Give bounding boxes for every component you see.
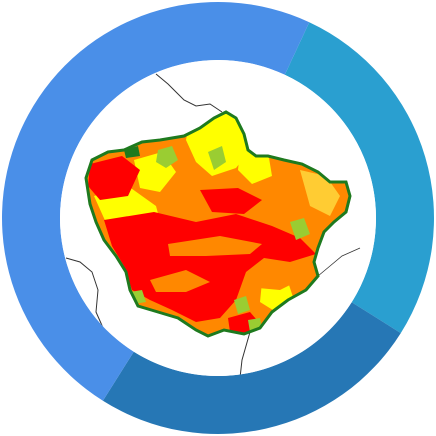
class-lightgreen-3 [290,218,310,240]
class-orange-streak-2 [150,270,210,292]
class-lightgreen-4 [234,296,250,314]
class-yellow-ne [238,150,272,184]
border-line-south [239,331,251,376]
class-lightgreen-2 [208,146,226,170]
class-orange-streak-1 [168,236,262,256]
border-line-north [155,73,223,113]
border-line-west [65,257,105,331]
ring-segment-2 [102,302,401,434]
class-red-mid [200,188,262,214]
ring-segment-1 [284,22,435,334]
class-lightgreen-1 [156,146,178,168]
class-lightorange-east [300,170,340,216]
class-red-northwest [88,156,140,200]
class-orange-streak-3 [252,264,300,290]
border-line-east [317,247,361,277]
ring-segment-0 [1,1,310,401]
class-red-central [104,212,316,322]
